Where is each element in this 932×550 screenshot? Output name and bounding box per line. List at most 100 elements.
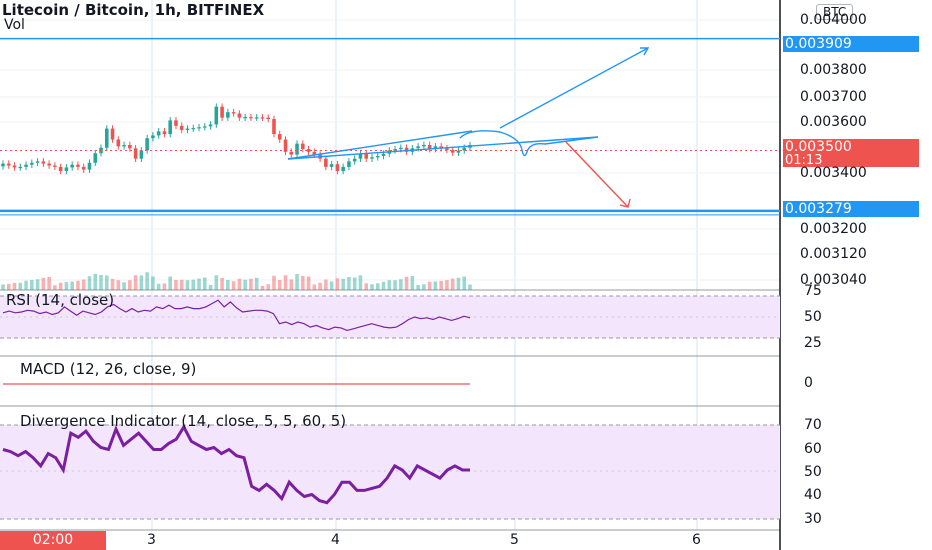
countdown-timer: 01:13: [785, 153, 823, 168]
volume-bar: [162, 283, 167, 290]
volume-bar: [347, 277, 351, 290]
rsi-tick-label: 75: [804, 283, 822, 299]
volume-bar: [156, 283, 161, 290]
volume-bar: [387, 280, 392, 290]
candle-body: [185, 128, 190, 130]
candle-body: [214, 106, 219, 125]
candle-body: [243, 117, 247, 119]
volume-bar: [203, 277, 207, 290]
candle-body: [462, 147, 467, 151]
volume-bar: [151, 276, 155, 290]
channel-upper-line: [287, 130, 473, 160]
candle-body: [399, 147, 403, 150]
volume-bar: [404, 276, 409, 290]
volume-bar: [191, 279, 196, 290]
rsi-line: [2, 299, 471, 332]
candle-body: [254, 117, 259, 119]
volume-bar: [283, 275, 288, 290]
candle-body: [416, 146, 420, 149]
volume-bar: [358, 275, 363, 290]
bearish-arrow-head: [619, 198, 631, 208]
candle-body: [301, 143, 305, 150]
volume-bar: [329, 281, 334, 290]
candle-body: [404, 147, 409, 152]
price-tick-label: 0.003400: [800, 165, 867, 181]
volume-bar: [1, 284, 5, 290]
volume-bar: [87, 276, 92, 290]
volume-bar: [18, 282, 23, 290]
volume-bar: [220, 278, 224, 290]
candle-body: [133, 148, 138, 159]
divergence-tick-label: 60: [804, 441, 822, 457]
candle-body: [168, 120, 172, 135]
candle-body: [231, 112, 236, 114]
volume-bar: [122, 282, 126, 290]
candle-body: [266, 117, 270, 120]
volume-bar: [433, 281, 438, 290]
candle-body: [151, 135, 155, 139]
candle-body: [329, 164, 334, 167]
candle-body: [249, 117, 253, 119]
candle-body: [58, 166, 63, 171]
volume-bar: [416, 284, 420, 290]
chart-title: Litecoin / Bitcoin, 1h, BITFINEX: [2, 1, 265, 19]
volume-bar: [47, 276, 51, 290]
candle-body: [41, 161, 46, 164]
volume-bar: [410, 276, 415, 290]
volume-bar: [254, 277, 259, 290]
candle-body: [53, 165, 57, 167]
rsi-label: RSI (14, close): [6, 291, 115, 309]
volume-bar: [110, 279, 115, 290]
volume-bar: [272, 275, 276, 290]
candle-body: [260, 117, 265, 119]
volume-bar: [93, 273, 98, 290]
candle-body: [358, 153, 363, 159]
candle-body: [122, 145, 126, 147]
candle-body: [162, 131, 167, 135]
currency-badge[interactable]: BTC: [816, 4, 854, 20]
volume-bar: [81, 279, 86, 290]
volume-bar: [185, 280, 190, 290]
candle-body: [128, 145, 132, 149]
channel-lower-line: [287, 136, 599, 160]
candle-body: [456, 150, 461, 153]
candle-body: [116, 139, 121, 147]
candle-body: [70, 164, 74, 168]
volume-bar: [306, 276, 311, 290]
candle-body: [375, 155, 380, 158]
rsi-series: [2, 299, 471, 332]
candle-body: [104, 128, 109, 148]
volume-bar: [30, 279, 34, 290]
projection-path: [459, 130, 599, 157]
candle-body: [312, 151, 317, 155]
candle-body: [422, 145, 426, 147]
volume-bar: [289, 279, 294, 290]
volume-bar: [104, 275, 109, 290]
volume-bar: [295, 274, 299, 290]
candle-body: [433, 146, 438, 150]
candle-body: [295, 143, 299, 155]
volume-bar: [381, 281, 386, 290]
candle-body: [306, 149, 311, 152]
candle-body: [277, 134, 282, 140]
volume-bar: [450, 278, 455, 290]
candle-body: [87, 162, 92, 170]
volume-bar: [208, 284, 213, 290]
candle-body: [93, 153, 98, 163]
volume-bar: [301, 276, 305, 290]
current-price-value: 0.003500: [785, 139, 852, 155]
candle-body: [191, 128, 196, 130]
candle-body: [370, 157, 374, 159]
volume-bar: [35, 279, 40, 290]
macd-label: MACD (12, 26, close, 9): [20, 360, 197, 378]
candlesticks: [1, 103, 472, 175]
volume-bar: [128, 280, 132, 290]
candle-body: [156, 131, 161, 136]
candle-body: [110, 128, 115, 140]
candle-body: [30, 162, 34, 165]
candle-body: [352, 158, 357, 162]
candle-body: [335, 164, 340, 171]
macd-tick-label: 0: [804, 375, 813, 391]
volume-bar: [53, 285, 57, 290]
